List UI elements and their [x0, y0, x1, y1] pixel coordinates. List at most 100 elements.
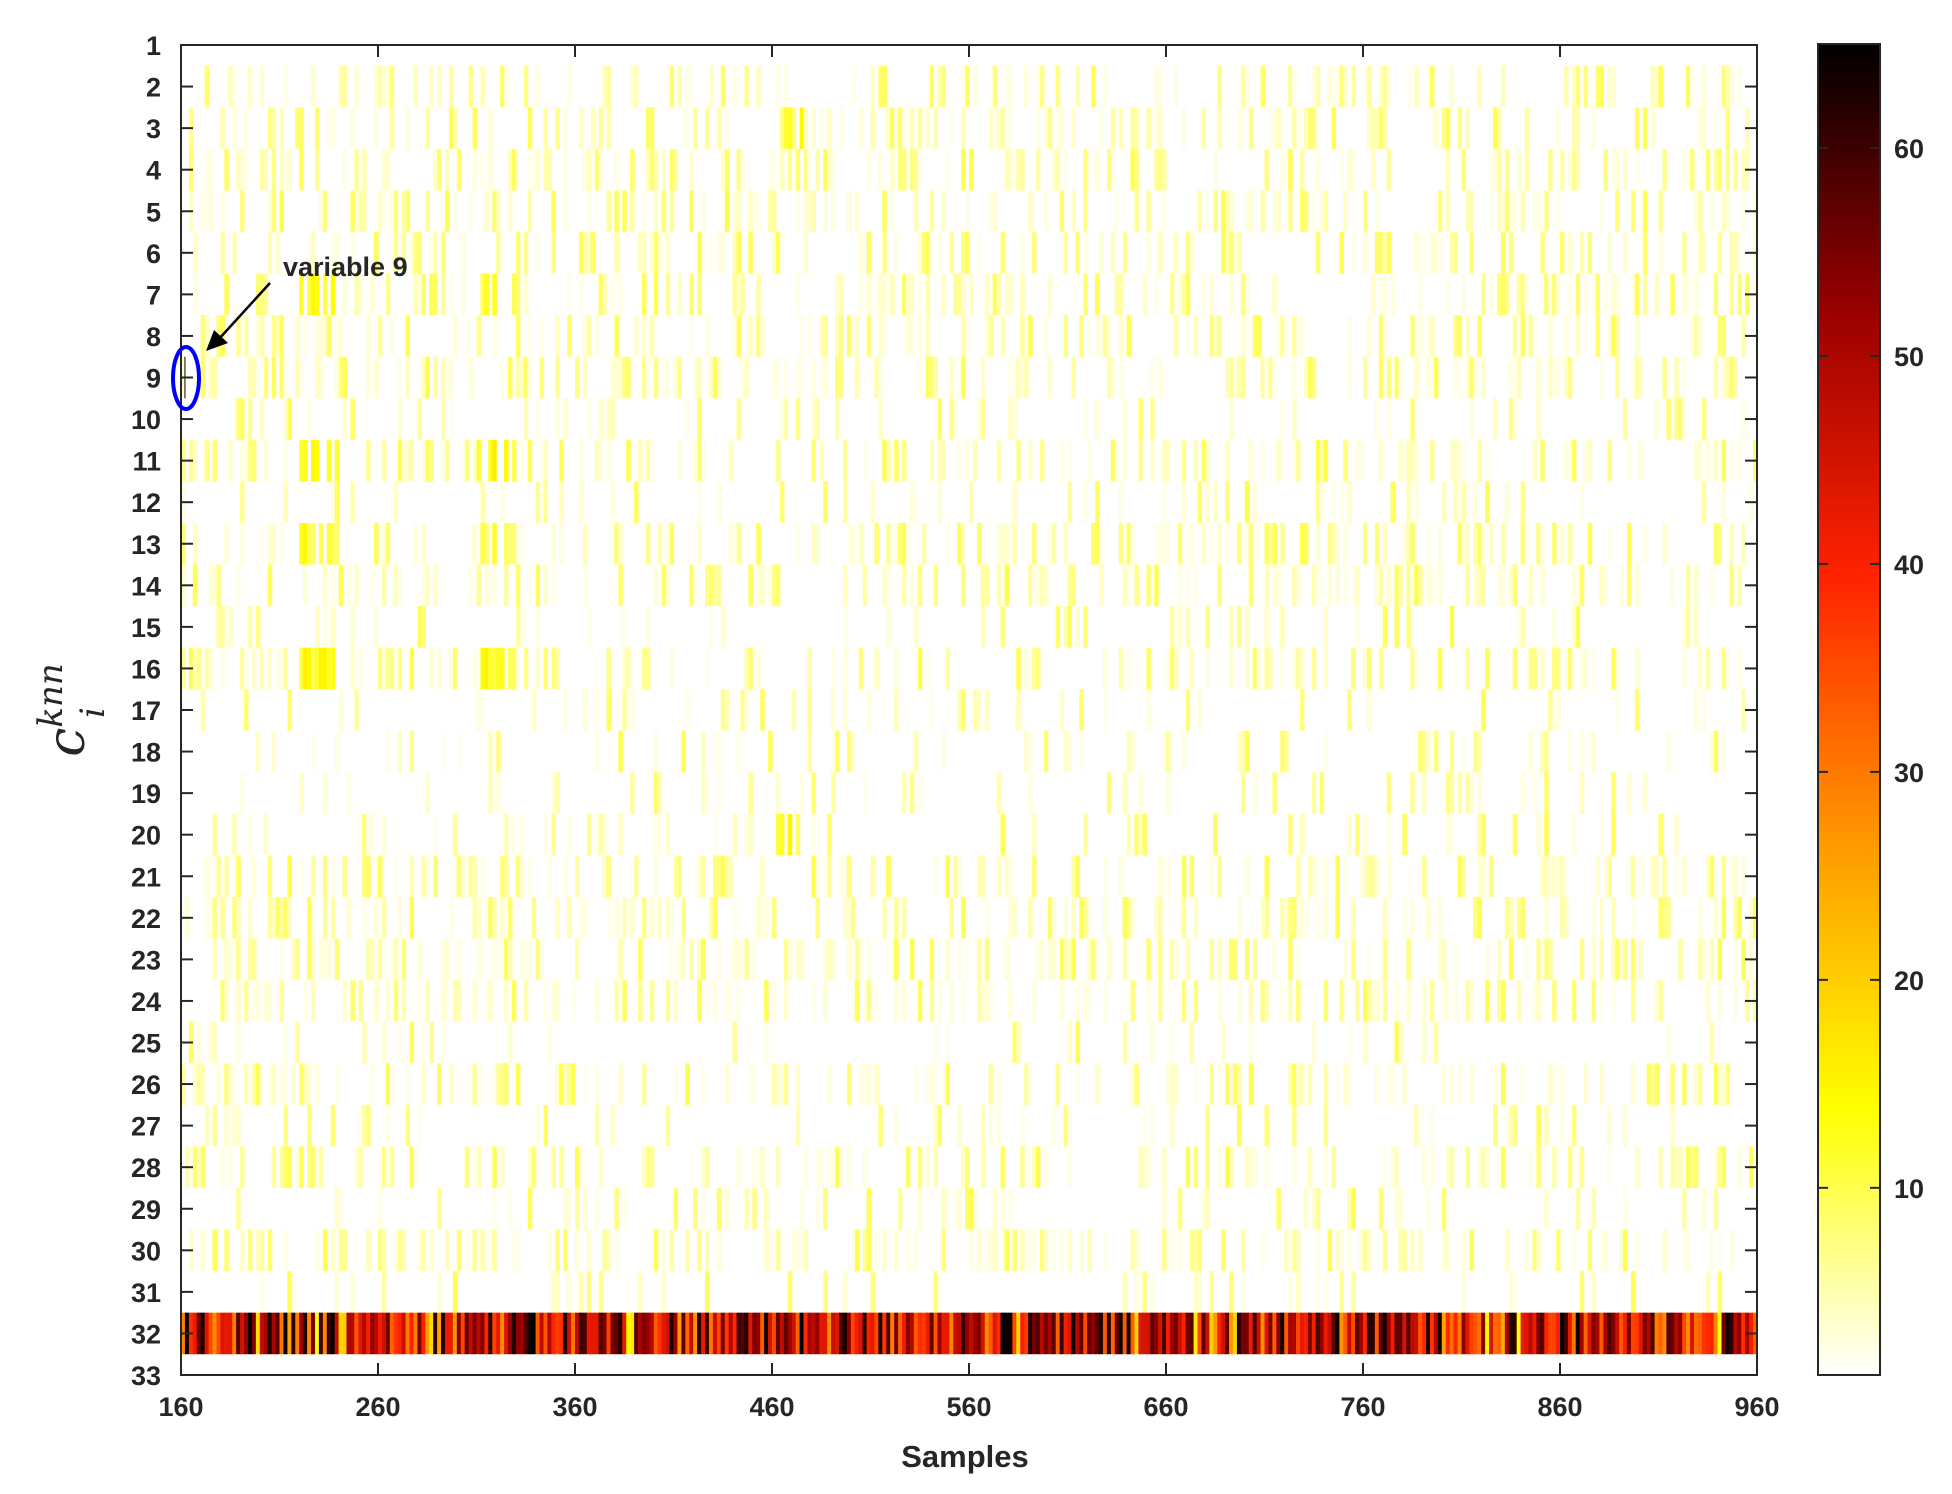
- heatmap-cell: [1225, 1146, 1230, 1188]
- heatmap-cell: [1441, 481, 1447, 523]
- heatmap-cell: [1351, 232, 1356, 274]
- heatmap-cell: [736, 1312, 742, 1355]
- heatmap-cell: [338, 1312, 344, 1355]
- heatmap-cell: [366, 1104, 371, 1147]
- heatmap-cell: [665, 897, 671, 939]
- heatmap-cell: [1441, 107, 1447, 149]
- heatmap-cell: [610, 1312, 615, 1355]
- heatmap-cell: [330, 855, 336, 898]
- heatmap-cell: [196, 1312, 202, 1355]
- heatmap-cell: [1658, 65, 1664, 108]
- heatmap-cell: [488, 647, 493, 690]
- heatmap-cell: [535, 148, 541, 191]
- heatmap-cell: [957, 689, 962, 731]
- heatmap-cell: [1626, 772, 1632, 814]
- heatmap-cell: [1315, 564, 1321, 607]
- heatmap-cell: [744, 1187, 749, 1230]
- heatmap-cell: [1366, 315, 1372, 357]
- heatmap-cell: [594, 148, 600, 191]
- heatmap-cell: [1717, 522, 1723, 565]
- heatmap-cell: [429, 1021, 434, 1064]
- heatmap-cell: [641, 1312, 647, 1355]
- heatmap-cell: [1284, 897, 1289, 939]
- heatmap-cell: [898, 1312, 903, 1355]
- heatmap-cell: [1012, 897, 1017, 939]
- heatmap-cell: [1177, 564, 1183, 607]
- heatmap-cell: [1733, 232, 1738, 274]
- heatmap-cell: [937, 481, 943, 523]
- heatmap-cell: [244, 1063, 249, 1105]
- heatmap-cell: [1189, 647, 1195, 690]
- heatmap-cell: [1705, 1271, 1711, 1313]
- heatmap-cell: [1118, 647, 1124, 690]
- heatmap-cell: [405, 356, 411, 399]
- heatmap-cell: [571, 1312, 576, 1355]
- heatmap-cell: [504, 938, 509, 981]
- heatmap-cell: [772, 897, 777, 939]
- heatmap-cell: [251, 1312, 257, 1355]
- heatmap-cell: [957, 356, 962, 399]
- heatmap-cell: [1449, 772, 1455, 814]
- heatmap-cell: [1615, 148, 1620, 191]
- heatmap-cell: [1591, 273, 1597, 316]
- heatmap-cell: [582, 356, 588, 399]
- heatmap-cell: [1591, 107, 1597, 149]
- heatmap-cell: [1579, 232, 1585, 274]
- heatmap-cell: [728, 522, 734, 565]
- heatmap-cell: [1232, 938, 1238, 981]
- heatmap-cell: [244, 439, 249, 482]
- heatmap-cell: [1339, 1271, 1344, 1313]
- heatmap-cell: [421, 1312, 426, 1355]
- heatmap-cell: [1579, 1312, 1585, 1355]
- heatmap-cell: [232, 107, 237, 149]
- heatmap-cell: [1520, 1312, 1526, 1355]
- heatmap-cell: [397, 730, 403, 773]
- heatmap-cell: [614, 1312, 619, 1355]
- heatmap-cell: [1280, 730, 1285, 773]
- heatmap-cell: [866, 315, 872, 357]
- heatmap-cell: [1039, 439, 1045, 482]
- heatmap-cell: [925, 647, 931, 690]
- heatmap-cell: [240, 439, 245, 482]
- heatmap-cell: [1197, 190, 1203, 233]
- heatmap-cell: [1363, 647, 1368, 690]
- heatmap-cell: [980, 855, 986, 898]
- heatmap-cell: [244, 647, 249, 690]
- heatmap-cell: [878, 1312, 883, 1355]
- heatmap-cell: [1461, 1229, 1467, 1272]
- heatmap-cell: [279, 1063, 285, 1105]
- heatmap-cell: [1591, 730, 1597, 773]
- heatmap-cell: [1426, 897, 1431, 939]
- heatmap-cell: [1563, 315, 1569, 357]
- heatmap-cell: [567, 897, 572, 939]
- heatmap-cell: [1122, 439, 1128, 482]
- heatmap-cell: [842, 855, 848, 898]
- heatmap-cell: [701, 1312, 706, 1355]
- heatmap-cell: [1571, 148, 1577, 191]
- heatmap-cell: [645, 1146, 651, 1188]
- heatmap-cell: [527, 564, 533, 607]
- y-axis-label-superscript: knn: [31, 663, 71, 727]
- heatmap-cell: [1571, 980, 1577, 1022]
- heatmap-cell: [1701, 107, 1707, 149]
- heatmap-cell: [1323, 647, 1329, 690]
- heatmap-cell: [1567, 730, 1573, 773]
- heatmap-cell: [1721, 65, 1727, 108]
- heatmap-cell: [1024, 356, 1029, 399]
- heatmap-cell: [925, 315, 931, 357]
- heatmap-cell: [476, 897, 482, 939]
- heatmap-cell: [1146, 689, 1151, 731]
- heatmap-cell: [933, 564, 939, 607]
- heatmap-cell: [496, 190, 501, 233]
- heatmap-cell: [1670, 273, 1675, 316]
- heatmap-cell: [480, 1063, 485, 1105]
- heatmap-cell: [433, 273, 438, 316]
- heatmap-cell: [350, 1271, 355, 1313]
- heatmap-cell: [779, 107, 785, 149]
- heatmap-cell: [1185, 1146, 1191, 1188]
- heatmap-cell: [527, 938, 533, 981]
- heatmap-cell: [1102, 855, 1108, 898]
- heatmap-cell: [1697, 647, 1703, 690]
- heatmap-cell: [413, 273, 418, 316]
- heatmap-cell: [1693, 606, 1699, 648]
